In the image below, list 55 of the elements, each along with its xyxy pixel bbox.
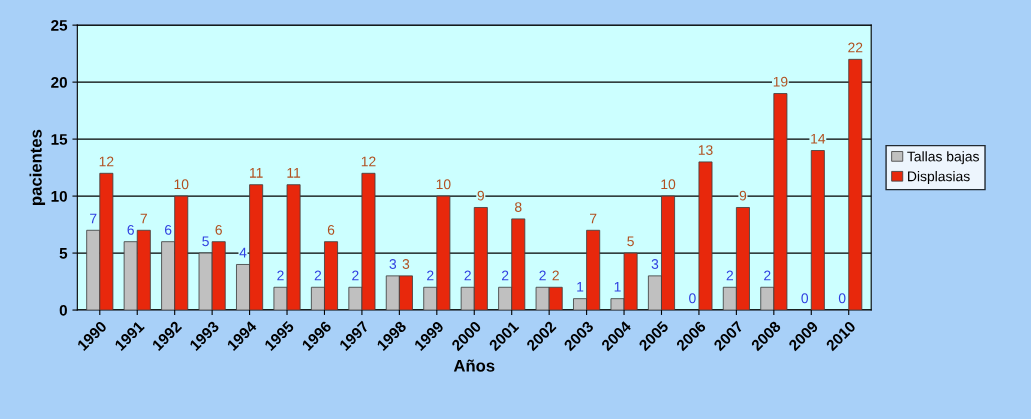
y-tick-label: 15 — [51, 134, 68, 145]
data-label: 4 — [239, 247, 247, 258]
data-label: 9 — [477, 190, 485, 201]
data-label: 0 — [838, 293, 846, 304]
data-label: 2 — [501, 270, 509, 281]
data-label: 6 — [215, 224, 222, 235]
data-label: 11 — [249, 168, 263, 178]
data-label: 7 — [140, 213, 147, 224]
data-label: 1 — [577, 282, 584, 292]
data-label: 2 — [726, 270, 733, 281]
y-tick-label: 5 — [59, 248, 68, 259]
data-label: 2 — [552, 270, 559, 281]
y-tick-label: 10 — [51, 190, 67, 202]
data-label: 9 — [739, 190, 747, 201]
data-label: 19 — [773, 76, 788, 87]
data-label: 8 — [515, 202, 522, 212]
data-label: 13 — [698, 145, 713, 155]
bar — [848, 58, 863, 311]
y-axis-title: pacientes — [29, 129, 46, 205]
bar — [698, 161, 713, 311]
data-label: 10 — [436, 179, 451, 190]
data-label: 2 — [539, 270, 546, 281]
data-label: 22 — [848, 42, 863, 53]
data-label: 3 — [389, 259, 397, 269]
data-label: 14 — [811, 133, 826, 144]
data-label: 0 — [689, 293, 696, 304]
data-label: 5 — [627, 236, 634, 247]
data-label: 2 — [764, 270, 771, 281]
data-label: 11 — [287, 168, 301, 178]
x-axis-title: Años — [453, 359, 495, 372]
data-label: 2 — [352, 270, 359, 281]
data-label: 5 — [202, 236, 209, 247]
data-label: 7 — [90, 213, 97, 224]
data-label: 2 — [277, 270, 284, 281]
data-label: 3 — [651, 259, 659, 269]
legend-label: Tallas bajas — [907, 151, 979, 165]
y-tick-label: 25 — [51, 20, 68, 31]
data-label: 12 — [99, 156, 114, 167]
legend-label: Displasias — [908, 171, 970, 185]
data-label: 0 — [801, 293, 809, 304]
data-label: 6 — [327, 224, 335, 235]
y-tick-label: 20 — [51, 76, 67, 88]
data-label: 3 — [402, 259, 410, 269]
data-label: 7 — [590, 213, 597, 224]
data-label: 2 — [427, 270, 434, 281]
data-label: 12 — [361, 156, 376, 167]
bar — [810, 150, 825, 311]
data-label: 6 — [127, 224, 134, 235]
data-label: 1 — [614, 282, 621, 292]
data-label: 6 — [164, 224, 172, 235]
data-label: 2 — [314, 270, 322, 281]
data-label: 2 — [464, 270, 471, 281]
y-tick-label: 0 — [59, 304, 67, 316]
data-label: 10 — [661, 179, 676, 190]
data-label: 10 — [174, 179, 189, 190]
